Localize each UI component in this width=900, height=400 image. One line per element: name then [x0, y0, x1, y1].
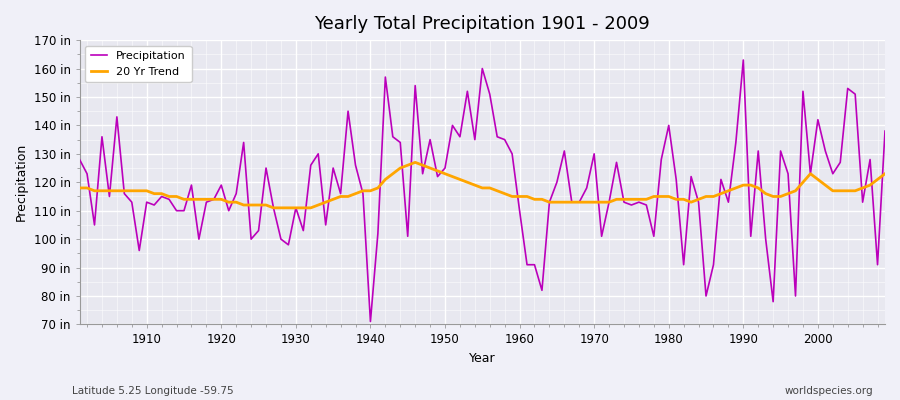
20 Yr Trend — [74, 186, 85, 190]
Precipitation — [879, 129, 890, 134]
Text: worldspecies.org: worldspecies.org — [785, 386, 873, 396]
20 Yr Trend — [529, 197, 540, 202]
Title: Yearly Total Precipitation 1901 - 2009: Yearly Total Precipitation 1901 - 2009 — [314, 15, 650, 33]
Line: 20 Yr Trend: 20 Yr Trend — [79, 162, 885, 208]
Precipitation — [738, 58, 749, 62]
Legend: Precipitation, 20 Yr Trend: Precipitation, 20 Yr Trend — [86, 46, 192, 82]
20 Yr Trend — [618, 197, 629, 202]
Precipitation — [134, 248, 145, 253]
20 Yr Trend — [350, 191, 361, 196]
Precipitation — [365, 319, 376, 324]
20 Yr Trend — [879, 171, 890, 176]
Line: Precipitation: Precipitation — [79, 60, 885, 322]
20 Yr Trend — [134, 188, 145, 193]
20 Yr Trend — [268, 206, 279, 210]
20 Yr Trend — [410, 160, 420, 165]
Precipitation — [514, 208, 525, 213]
Precipitation — [343, 109, 354, 114]
Precipitation — [298, 228, 309, 233]
20 Yr Trend — [305, 206, 316, 210]
Precipitation — [522, 262, 533, 267]
Text: Latitude 5.25 Longitude -59.75: Latitude 5.25 Longitude -59.75 — [72, 386, 234, 396]
Precipitation — [74, 157, 85, 162]
Precipitation — [611, 160, 622, 165]
X-axis label: Year: Year — [469, 352, 496, 365]
20 Yr Trend — [522, 194, 533, 199]
Y-axis label: Precipitation: Precipitation — [15, 143, 28, 221]
